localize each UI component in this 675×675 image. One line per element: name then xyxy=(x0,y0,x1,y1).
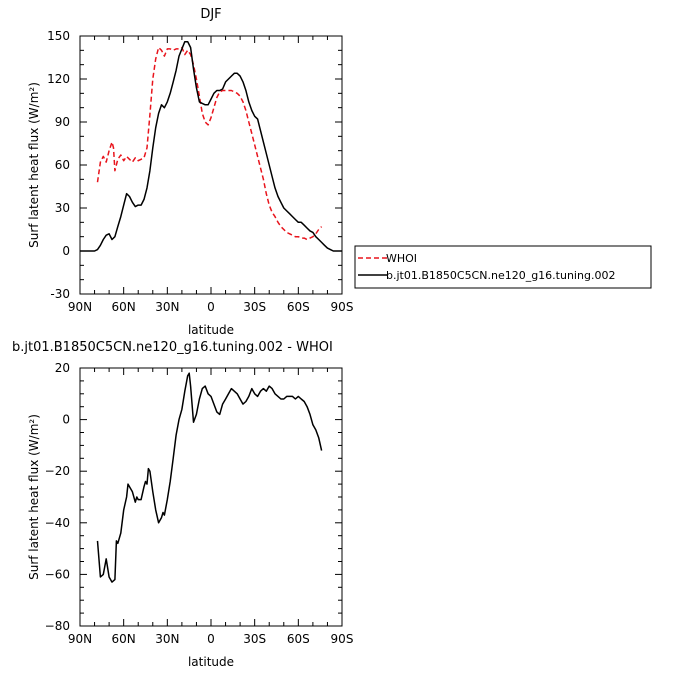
y-axis-label: Surf latent heat flux (W/m²) xyxy=(27,82,41,248)
series-line-whoi xyxy=(96,46,323,241)
x-tick-label: 90N xyxy=(68,632,92,646)
chart-title: DJF xyxy=(200,7,221,22)
chart-panel-djf: DJF Surf latent heat flux (W/m²) latitud… xyxy=(27,7,353,337)
y-tick-label: −80 xyxy=(45,619,70,633)
plot-area: 90N 60N 30N 0 30S 60S 90S -30 0 30 60 90 120 150 xyxy=(47,29,353,314)
y-tick-label: −20 xyxy=(45,464,70,478)
y-axis-label: Surf latent heat flux (W/m²) xyxy=(27,414,41,580)
x-tick-label: 60N xyxy=(112,300,136,314)
x-tick-label: 0 xyxy=(207,632,215,646)
x-axis-label: latitude xyxy=(188,655,234,669)
chart-panel-difference: b.jt01.B1850C5CN.ne120_g16.tuning.002 - … xyxy=(12,340,353,669)
legend-label-model: b.jt01.B1850C5CN.ne120_g16.tuning.002 xyxy=(386,269,615,282)
legend-box xyxy=(354,245,652,289)
y-tick-label: 20 xyxy=(55,361,70,375)
x-tick-label: 60N xyxy=(112,632,136,646)
x-axis-label: latitude xyxy=(188,323,234,337)
plot-frame xyxy=(79,367,343,627)
x-tick-label: 30N xyxy=(155,300,179,314)
x-tick-label: 60S xyxy=(287,632,310,646)
y-tick-label: 30 xyxy=(55,201,70,215)
y-tick-label: −40 xyxy=(45,516,70,530)
x-tick-label: 0 xyxy=(207,300,215,314)
y-tick-label: 150 xyxy=(47,29,70,43)
y-tick-label: 60 xyxy=(55,158,70,172)
x-tick-label: 90S xyxy=(331,300,354,314)
series-line-difference xyxy=(96,372,323,583)
x-tick-label: 90S xyxy=(331,632,354,646)
y-tick-label: 90 xyxy=(55,115,70,129)
y-tick-label: 0 xyxy=(62,413,70,427)
x-tick-label: 90N xyxy=(68,300,92,314)
y-tick-label: 0 xyxy=(62,244,70,258)
y-tick-label: 120 xyxy=(47,72,70,86)
plot-area: 90N 60N 30N 0 30S 60S 90S −80 −60 −40 −20 0 20 xyxy=(45,361,354,646)
legend-label-whoi: WHOI xyxy=(386,252,417,265)
series-line-model xyxy=(80,40,342,252)
y-tick-label: -30 xyxy=(50,287,70,301)
x-tick-label: 30S xyxy=(243,300,266,314)
legend: WHOI b.jt01.B1850C5CN.ne120_g16.tuning.0… xyxy=(354,245,652,289)
y-tick-label: −60 xyxy=(45,567,70,581)
plot-frame xyxy=(79,35,343,295)
x-tick-label: 60S xyxy=(287,300,310,314)
chart-title: b.jt01.B1850C5CN.ne120_g16.tuning.002 - … xyxy=(12,340,333,355)
x-tick-label: 30S xyxy=(243,632,266,646)
x-tick-label: 30N xyxy=(155,632,179,646)
